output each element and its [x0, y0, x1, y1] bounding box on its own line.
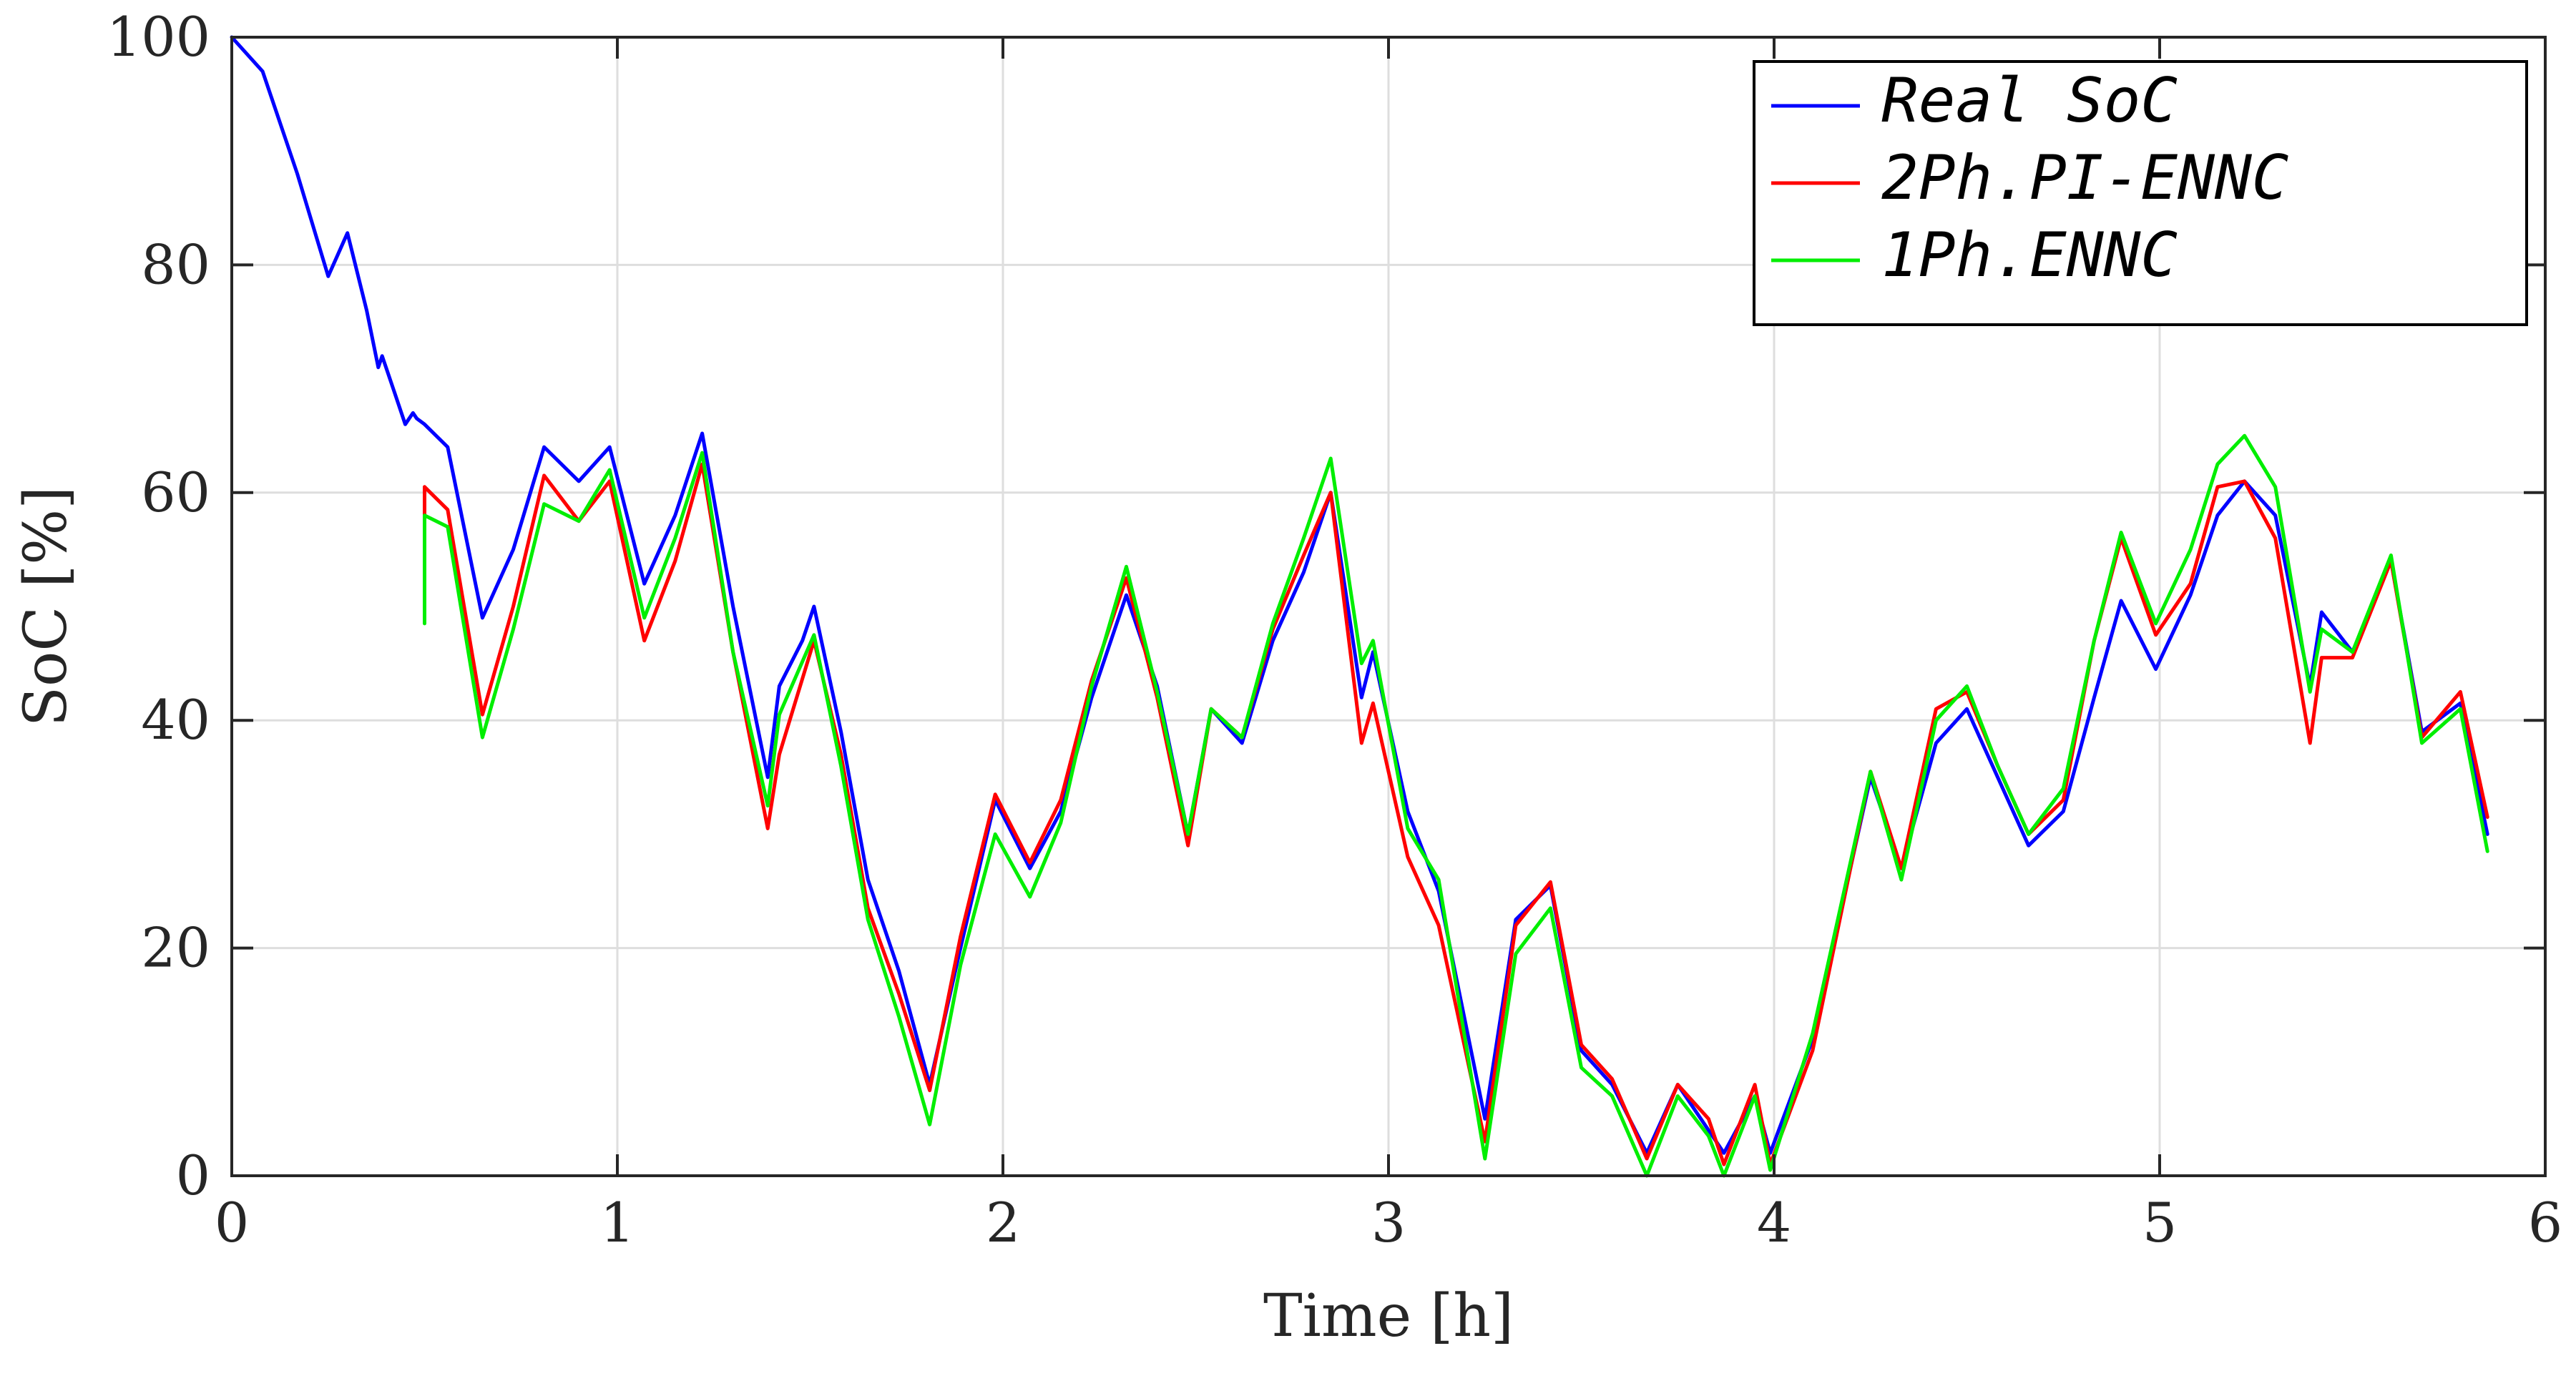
y-tick-label: 40	[141, 688, 210, 752]
x-tick-label: 4	[1757, 1191, 1791, 1254]
y-tick-label: 0	[176, 1144, 210, 1207]
x-tick-label: 5	[2142, 1191, 2177, 1254]
x-tick-label: 2	[986, 1191, 1020, 1254]
x-tick-label: 6	[2528, 1191, 2562, 1254]
series-line-1	[230, 35, 2489, 1155]
y-tick-label: 100	[107, 5, 210, 69]
legend-box	[1753, 60, 2528, 326]
x-tick-label: 0	[215, 1191, 249, 1254]
y-tick-label: 60	[141, 461, 210, 524]
y-tick-label: 80	[141, 232, 210, 296]
x-tick-labels: 0 1 2 3 4 5 6	[215, 1191, 2562, 1254]
x-tick-label: 1	[600, 1191, 635, 1254]
x-tick-label: 3	[1371, 1191, 1406, 1254]
x-axis-title: Time [h]	[1263, 1282, 1514, 1350]
series-lines	[230, 35, 2489, 1178]
legend-label-3: 1Ph.ENNC	[1881, 220, 2178, 291]
legend-label-1: Real SoC	[1881, 65, 2178, 137]
axis-ticks	[230, 36, 2547, 1177]
series-line-3	[423, 433, 2489, 1178]
legend-label-2: 2Ph.PI-ENNC	[1881, 142, 2289, 214]
y-tick-label: 20	[141, 916, 210, 980]
y-axis-title: SoC [%]	[12, 486, 80, 727]
y-tick-labels: 0 20 40 60 80 100	[107, 5, 210, 1207]
